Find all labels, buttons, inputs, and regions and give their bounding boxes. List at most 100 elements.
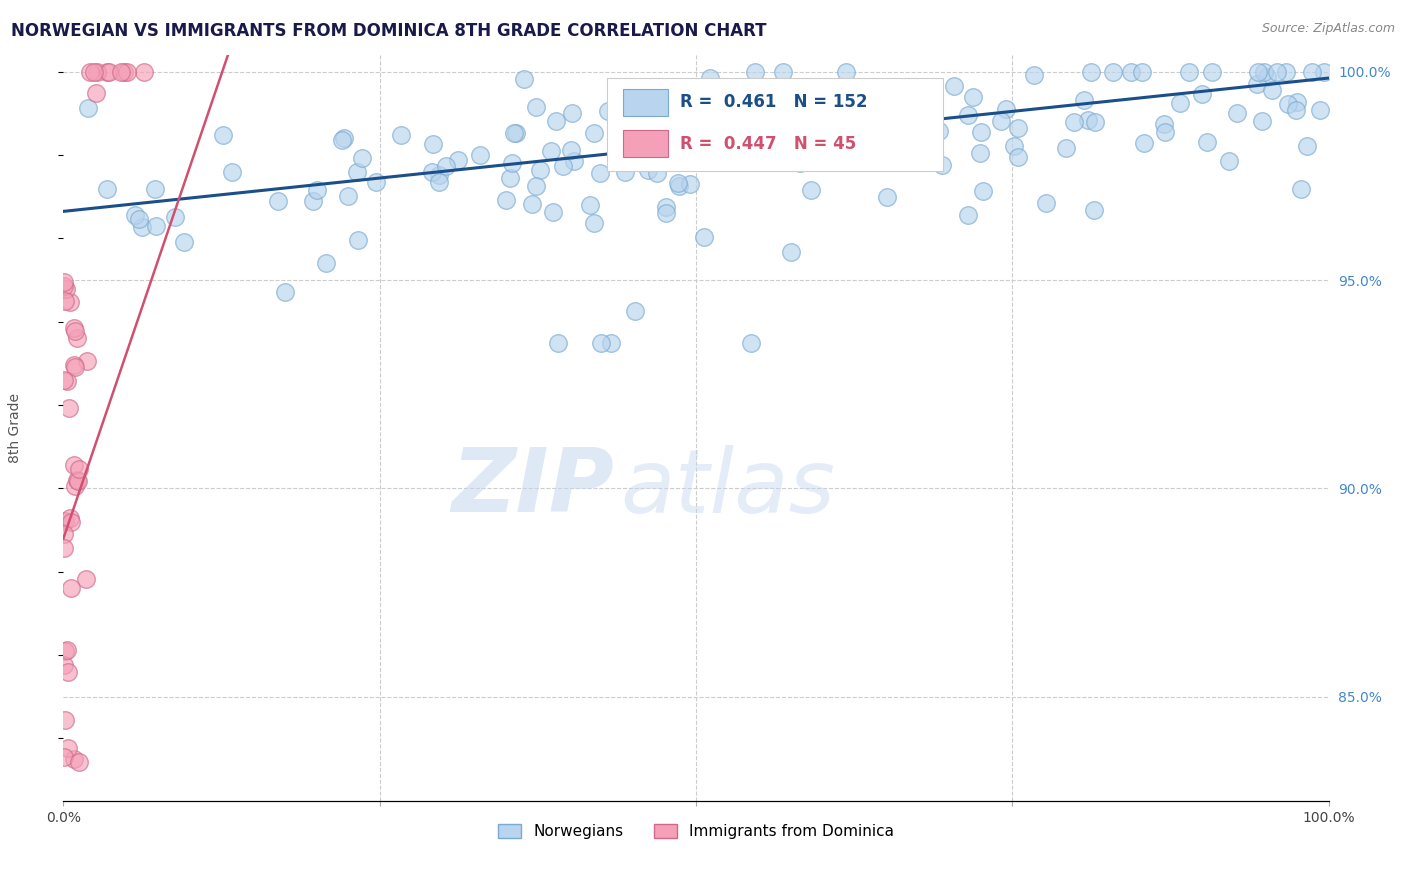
- Point: [969, 146, 991, 161]
- Point: [350, 152, 373, 166]
- Point: [86, 86, 108, 100]
- Point: [526, 100, 548, 114]
- Point: [63, 359, 86, 374]
- Point: [53, 294, 76, 309]
- Point: [876, 190, 898, 204]
- Point: [1195, 135, 1218, 149]
- Point: [780, 244, 803, 259]
- Point: [583, 126, 606, 140]
- Point: [547, 335, 569, 350]
- Point: [600, 335, 623, 350]
- Point: [389, 128, 412, 142]
- Point: [97, 64, 120, 78]
- Point: [53, 713, 76, 727]
- Point: [83, 64, 105, 78]
- Point: [495, 193, 517, 207]
- Point: [915, 135, 938, 149]
- Point: [53, 643, 76, 657]
- Point: [1285, 103, 1308, 117]
- Text: 8th Grade: 8th Grade: [8, 393, 22, 463]
- Point: [605, 85, 627, 99]
- Point: [969, 125, 991, 139]
- Point: [501, 156, 523, 170]
- Point: [131, 220, 153, 235]
- Point: [58, 401, 80, 416]
- Point: [766, 81, 789, 95]
- Point: [422, 137, 444, 152]
- Point: [562, 154, 585, 169]
- Point: [634, 128, 657, 142]
- Point: [740, 132, 762, 146]
- Point: [738, 153, 761, 168]
- Point: [1153, 125, 1175, 139]
- Point: [651, 145, 673, 160]
- Point: [803, 117, 825, 131]
- Point: [529, 163, 551, 178]
- Point: [427, 175, 450, 189]
- Point: [56, 665, 79, 679]
- Point: [1296, 139, 1319, 153]
- Point: [1253, 64, 1275, 78]
- Point: [79, 64, 101, 78]
- Text: R =  0.461   N = 152: R = 0.461 N = 152: [679, 93, 868, 112]
- Point: [173, 235, 195, 249]
- Point: [654, 206, 676, 220]
- Point: [828, 114, 851, 128]
- Point: [579, 197, 602, 211]
- Point: [1275, 64, 1298, 78]
- Point: [839, 147, 862, 161]
- Point: [503, 126, 526, 140]
- Point: [305, 184, 328, 198]
- Point: [598, 104, 620, 119]
- Text: NORWEGIAN VS IMMIGRANTS FROM DOMINICA 8TH GRADE CORRELATION CHART: NORWEGIAN VS IMMIGRANTS FROM DOMINICA 8T…: [11, 22, 766, 40]
- Point: [110, 64, 132, 78]
- Point: [1218, 154, 1240, 169]
- Point: [1301, 64, 1323, 78]
- Point: [434, 159, 457, 173]
- Point: [1080, 65, 1102, 79]
- Point: [505, 127, 527, 141]
- Point: [115, 64, 138, 78]
- Text: atlas: atlas: [620, 445, 835, 531]
- Point: [267, 194, 290, 208]
- Point: [1309, 103, 1331, 118]
- Point: [498, 171, 520, 186]
- Point: [427, 169, 450, 183]
- Point: [886, 152, 908, 166]
- Point: [679, 177, 702, 191]
- Point: [52, 275, 75, 289]
- Point: [447, 153, 470, 168]
- Point: [59, 510, 82, 524]
- Point: [1007, 150, 1029, 164]
- Point: [59, 294, 82, 309]
- Point: [561, 106, 583, 120]
- Point: [699, 70, 721, 85]
- Point: [63, 325, 86, 339]
- Point: [52, 657, 75, 672]
- Point: [55, 282, 77, 296]
- Point: [145, 219, 167, 234]
- Point: [1063, 114, 1085, 128]
- Point: [524, 179, 547, 194]
- Point: [75, 572, 97, 586]
- Point: [942, 78, 965, 93]
- Point: [128, 211, 150, 226]
- Point: [63, 358, 86, 372]
- Point: [972, 184, 994, 198]
- Point: [1132, 64, 1154, 78]
- Text: ZIP: ZIP: [451, 444, 614, 531]
- Point: [1054, 141, 1077, 155]
- Point: [1121, 64, 1143, 78]
- Text: Source: ZipAtlas.com: Source: ZipAtlas.com: [1261, 22, 1395, 36]
- Point: [86, 64, 108, 78]
- Point: [990, 114, 1012, 128]
- Point: [1265, 64, 1288, 78]
- Point: [740, 335, 762, 350]
- Point: [1226, 106, 1249, 120]
- Point: [1256, 70, 1278, 85]
- Point: [77, 101, 100, 115]
- Point: [1247, 64, 1270, 78]
- Point: [834, 145, 856, 160]
- Point: [1168, 96, 1191, 111]
- Point: [112, 64, 135, 78]
